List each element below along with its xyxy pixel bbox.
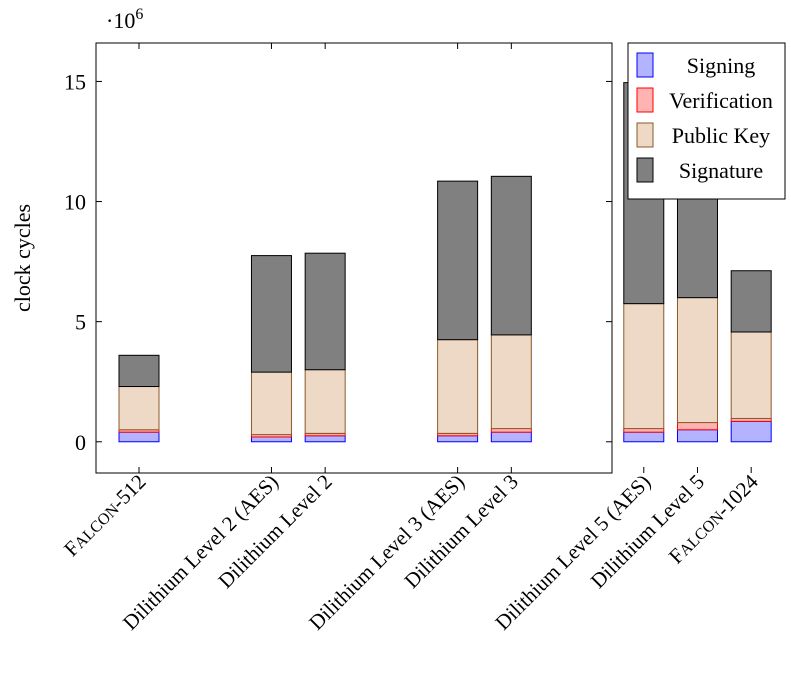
legend-label: Signature: [679, 158, 763, 183]
legend-label: Verification: [669, 88, 773, 113]
bar-public-key-5: [623, 303, 665, 430]
bar-signing-1: [250, 436, 292, 443]
legend-swatch-signing: [636, 52, 654, 78]
bar-signing-7: [730, 420, 772, 443]
bar-public-key-6: [676, 297, 718, 424]
legend-label: Public Key: [672, 123, 770, 148]
bar-signing-5: [623, 431, 665, 443]
bar-verification-5: [623, 428, 665, 433]
y-tick-label: 10: [64, 190, 86, 215]
legend-swatch-verification: [636, 87, 654, 113]
bar-public-key-3: [437, 339, 479, 434]
y-tick-label: 0: [75, 430, 86, 455]
y-axis-title: clock cycles: [10, 204, 35, 312]
y-axis-multiplier: ·106: [106, 6, 143, 33]
bar-signature-2: [304, 252, 346, 371]
bar-signature-3: [437, 180, 479, 341]
legend-swatch-public-key: [636, 122, 654, 148]
bar-signature-7: [730, 270, 772, 333]
bar-signature-0: [118, 354, 160, 388]
y-tick-label: 5: [75, 310, 86, 335]
bar-public-key-4: [490, 334, 532, 430]
bar-public-key-7: [730, 331, 772, 419]
legend-label: Signing: [687, 53, 755, 78]
bar-signature-1: [250, 255, 292, 373]
bar-signing-2: [304, 435, 346, 443]
bar-signing-0: [118, 431, 160, 443]
bar-public-key-1: [250, 371, 292, 436]
bar-verification-6: [676, 422, 718, 431]
bar-signature-4: [490, 175, 532, 336]
bar-signing-4: [490, 431, 532, 443]
legend: Signing Verification Public Key Signature: [627, 42, 786, 200]
bar-public-key-2: [304, 369, 346, 434]
bar-public-key-0: [118, 386, 160, 431]
y-tick-label: 15: [64, 69, 86, 94]
x-category-label: FALCON-512: [59, 470, 150, 561]
bar-signing-6: [676, 429, 718, 443]
legend-swatch-signature: [636, 157, 654, 183]
plot-frame: [95, 42, 613, 474]
bar-verification-4: [490, 428, 532, 433]
legend-box: [627, 42, 786, 200]
bar-signing-3: [437, 435, 479, 443]
